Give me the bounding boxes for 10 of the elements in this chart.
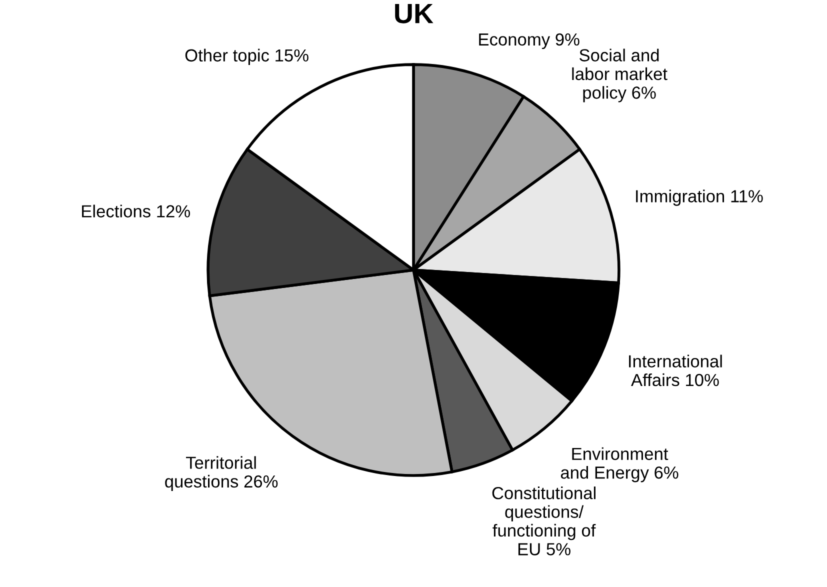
slice-label: Territorial questions 26%	[165, 456, 278, 492]
slice-label: Immigration 11%	[636, 190, 763, 206]
slice-label: Economy 9%	[479, 33, 580, 50]
slice-label: International Affairs 10%	[629, 354, 722, 386]
slice-label: Social and labor market policy 6%	[572, 48, 668, 102]
slice-label: Constitutional questions/ functioning of EU 5%	[492, 486, 596, 556]
slice-label: Other topic 15%	[185, 48, 308, 65]
chart-title: UK	[395, 4, 434, 24]
slice-label: Environment and Energy 6%	[560, 447, 678, 482]
slice-label: Elections 12%	[82, 204, 190, 218]
